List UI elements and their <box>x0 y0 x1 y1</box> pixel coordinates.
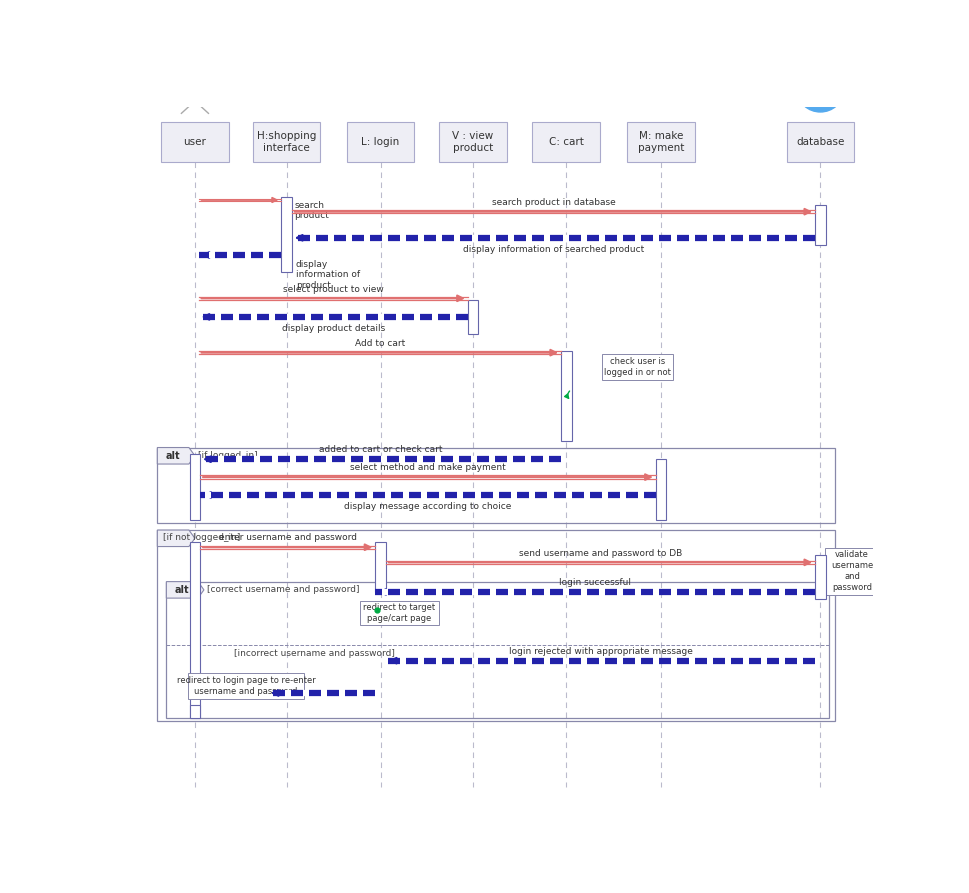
Text: check user is
logged in or not: check user is logged in or not <box>604 357 671 377</box>
Text: search
product: search product <box>294 201 328 220</box>
Text: H:shopping
interface: H:shopping interface <box>257 131 316 154</box>
Text: display information of searched product: display information of searched product <box>462 245 643 254</box>
Text: enter username and password: enter username and password <box>219 533 357 542</box>
Text: user: user <box>183 138 206 147</box>
Text: M: make
payment: M: make payment <box>638 131 683 154</box>
Polygon shape <box>157 530 195 547</box>
Bar <box>166 581 828 718</box>
Bar <box>253 122 320 163</box>
Bar <box>627 122 694 163</box>
Text: search product in database: search product in database <box>491 198 614 207</box>
Bar <box>359 600 438 624</box>
Text: display
information of
product: display information of product <box>296 260 359 289</box>
Bar <box>602 354 672 380</box>
Text: [if logged_in]: [if logged_in] <box>198 451 258 460</box>
Text: [incorrect username and password]: [incorrect username and password] <box>234 649 394 658</box>
Text: Add to cart: Add to cart <box>355 338 405 347</box>
Bar <box>655 459 666 520</box>
Text: [correct username and password]: [correct username and password] <box>206 586 359 595</box>
Bar <box>824 548 878 595</box>
Bar <box>814 204 825 245</box>
Bar <box>560 351 571 440</box>
Text: alt: alt <box>174 585 189 595</box>
Text: redirect to target
page/cart page: redirect to target page/cart page <box>363 603 435 622</box>
Text: database: database <box>796 138 844 147</box>
Text: display message according to choice: display message according to choice <box>344 502 511 511</box>
Circle shape <box>797 71 842 112</box>
Text: validate
username
and
password: validate username and password <box>830 550 872 592</box>
Bar <box>786 122 854 163</box>
Polygon shape <box>157 447 195 464</box>
Bar <box>346 122 414 163</box>
Bar <box>190 455 200 520</box>
Bar <box>814 555 825 599</box>
Text: select product to view: select product to view <box>283 285 383 294</box>
Bar <box>190 542 200 718</box>
Text: added to cart or check cart: added to cart or check cart <box>319 446 442 455</box>
Text: select method and make payment: select method and make payment <box>350 463 505 472</box>
Bar <box>375 542 386 592</box>
Text: display product details: display product details <box>281 324 385 333</box>
Bar <box>157 530 834 721</box>
Bar <box>439 122 507 163</box>
Bar <box>467 300 478 334</box>
Bar <box>281 196 292 272</box>
Bar <box>190 705 200 718</box>
Bar <box>157 447 834 523</box>
Bar <box>188 673 304 699</box>
Text: [if not logged_in]: [if not logged_in] <box>163 533 239 542</box>
Text: C: cart: C: cart <box>548 138 583 147</box>
Polygon shape <box>166 581 203 598</box>
Text: redirect to login page to re-enter
username and password: redirect to login page to re-enter usern… <box>176 676 315 697</box>
Text: send username and password to DB: send username and password to DB <box>518 548 681 557</box>
Bar <box>161 122 229 163</box>
Text: V : view
product: V : view product <box>452 131 493 154</box>
Text: alt: alt <box>166 451 180 461</box>
Text: L: login: L: login <box>361 138 399 147</box>
Text: login successful: login successful <box>559 578 631 587</box>
Text: login rejected with appropriate message: login rejected with appropriate message <box>508 647 692 655</box>
Bar <box>532 122 600 163</box>
